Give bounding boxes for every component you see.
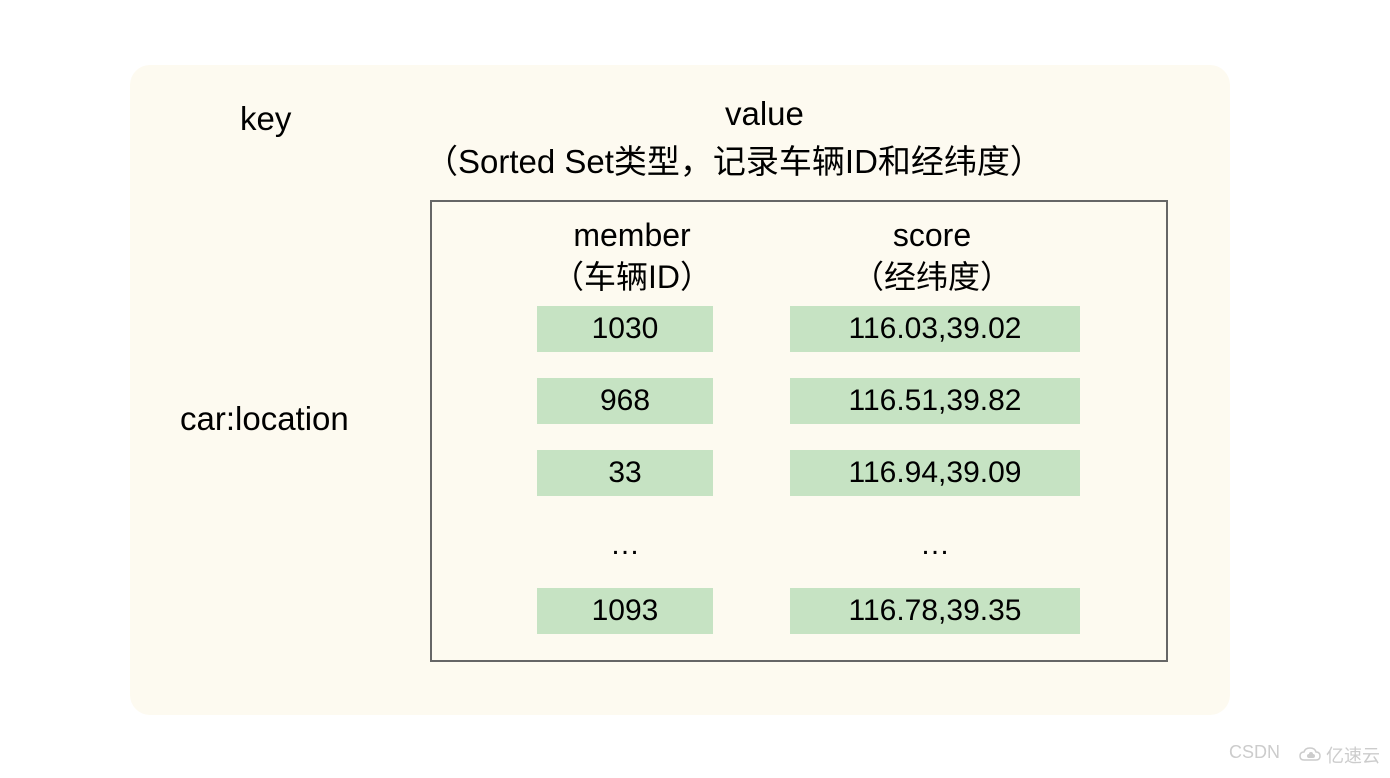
ellipsis-member: … — [537, 525, 713, 565]
score-header-line1: score — [852, 215, 1012, 257]
score-cell: 116.94,39.09 — [790, 450, 1080, 496]
member-header-line1: member — [552, 215, 712, 257]
score-cell: 116.78,39.35 — [790, 588, 1080, 634]
watermark-yisu: 亿速云 — [1298, 742, 1380, 768]
ellipsis-score: … — [790, 525, 1080, 565]
member-column-header: member （车辆ID） — [552, 215, 712, 298]
member-cell: 1093 — [537, 588, 713, 634]
score-cell: 116.51,39.82 — [790, 378, 1080, 424]
key-value-text: car:location — [180, 400, 349, 438]
value-subtitle: （Sorted Set类型，记录车辆ID和经纬度） — [425, 135, 1043, 183]
watermark-csdn: CSDN — [1229, 742, 1280, 763]
cloud-icon — [1298, 746, 1322, 764]
score-cell: 116.03,39.02 — [790, 306, 1080, 352]
key-column-header: key — [240, 100, 291, 138]
value-column-header: value — [725, 95, 804, 133]
member-cell: 33 — [537, 450, 713, 496]
member-header-line2: （车辆ID） — [552, 257, 712, 299]
member-cell: 968 — [537, 378, 713, 424]
score-column-header: score （经纬度） — [852, 215, 1012, 298]
watermark-yisu-text: 亿速云 — [1326, 742, 1380, 768]
member-cell: 1030 — [537, 306, 713, 352]
score-header-line2: （经纬度） — [852, 257, 1012, 299]
